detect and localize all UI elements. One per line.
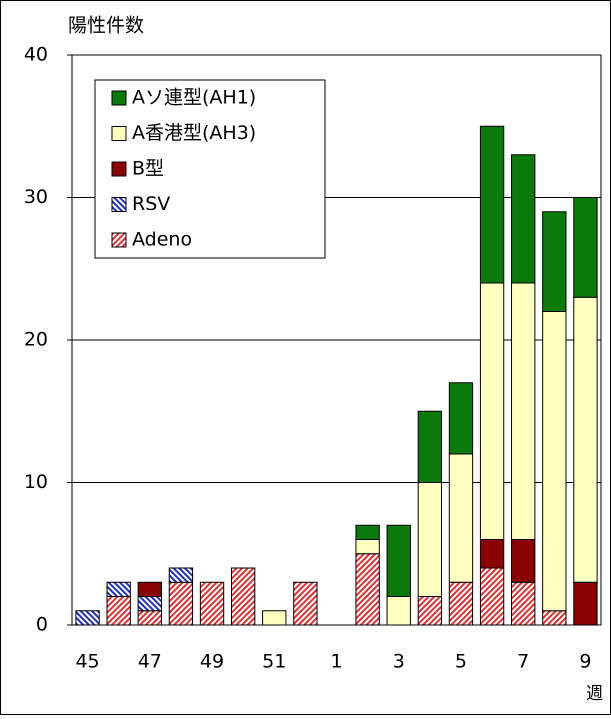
bar-segment <box>262 610 287 626</box>
x-tick-label: 5 <box>455 651 467 673</box>
bar-segment <box>573 581 598 626</box>
y-tick-label: 30 <box>24 186 48 208</box>
legend-box <box>94 79 326 259</box>
bar-segment <box>386 596 411 626</box>
bar-segment <box>448 581 474 626</box>
bar-segment <box>479 282 505 540</box>
bar-segment <box>511 581 536 626</box>
bar-segment <box>542 211 567 312</box>
x-tick-label: 7 <box>517 651 529 673</box>
bar-segment <box>230 567 256 626</box>
legend-label: B型 <box>132 158 164 180</box>
bar-segment <box>355 539 380 555</box>
bar-segment <box>168 581 194 626</box>
legend-label: A香港型(AH3) <box>132 122 256 144</box>
bar-segment <box>75 610 100 626</box>
bar-segment <box>511 154 536 284</box>
legend-swatch <box>111 161 127 177</box>
x-tick-label: 49 <box>200 651 224 673</box>
bar-segment <box>448 453 474 583</box>
y-tick-label: 10 <box>24 471 48 493</box>
bar-segment <box>417 596 443 626</box>
legend-swatch <box>111 197 127 212</box>
legend-label: Aソ連型(AH1) <box>132 87 256 109</box>
y-tick-label: 0 <box>36 614 48 636</box>
bar-segment <box>106 596 131 626</box>
bar-segment <box>137 610 162 626</box>
bar-segment <box>511 539 536 583</box>
bar-segment <box>448 382 474 455</box>
bar-segment <box>417 482 443 597</box>
bar-segment <box>479 567 505 626</box>
bar-segment <box>479 125 505 284</box>
bar-segment <box>417 410 443 483</box>
legend-label: RSV <box>132 193 170 215</box>
x-axis-title: 週 <box>586 684 603 704</box>
legend-swatch <box>111 126 127 141</box>
y-tick-label: 20 <box>24 329 48 351</box>
x-tick-label: 45 <box>75 651 99 673</box>
bar-segment <box>293 581 318 626</box>
bar-segment <box>199 581 225 626</box>
legend-swatch <box>111 232 127 248</box>
bar-segment <box>479 539 505 569</box>
legend-swatch <box>111 90 127 106</box>
y-tick-label: 40 <box>24 44 48 66</box>
x-tick-label: 1 <box>330 651 342 673</box>
bar-segment <box>573 197 598 298</box>
legend-label: Adeno <box>132 229 192 251</box>
y-axis-title: 陽性件数 <box>68 15 144 37</box>
x-tick-label: 47 <box>138 651 162 673</box>
bar-segment <box>542 610 567 626</box>
bar-segment <box>386 524 411 597</box>
bar-segment <box>137 581 162 597</box>
bar-segment <box>106 581 131 597</box>
x-tick-label: 9 <box>579 651 591 673</box>
bar-segment <box>355 553 380 626</box>
bar-segment <box>137 596 162 612</box>
x-tick-label: 51 <box>262 651 286 673</box>
x-tick-label: 3 <box>393 651 405 673</box>
bar-segment <box>355 524 380 540</box>
bar-segment <box>168 567 194 583</box>
bar-segment <box>542 311 567 612</box>
bar-segment <box>511 282 536 540</box>
bar-segment <box>573 296 598 583</box>
